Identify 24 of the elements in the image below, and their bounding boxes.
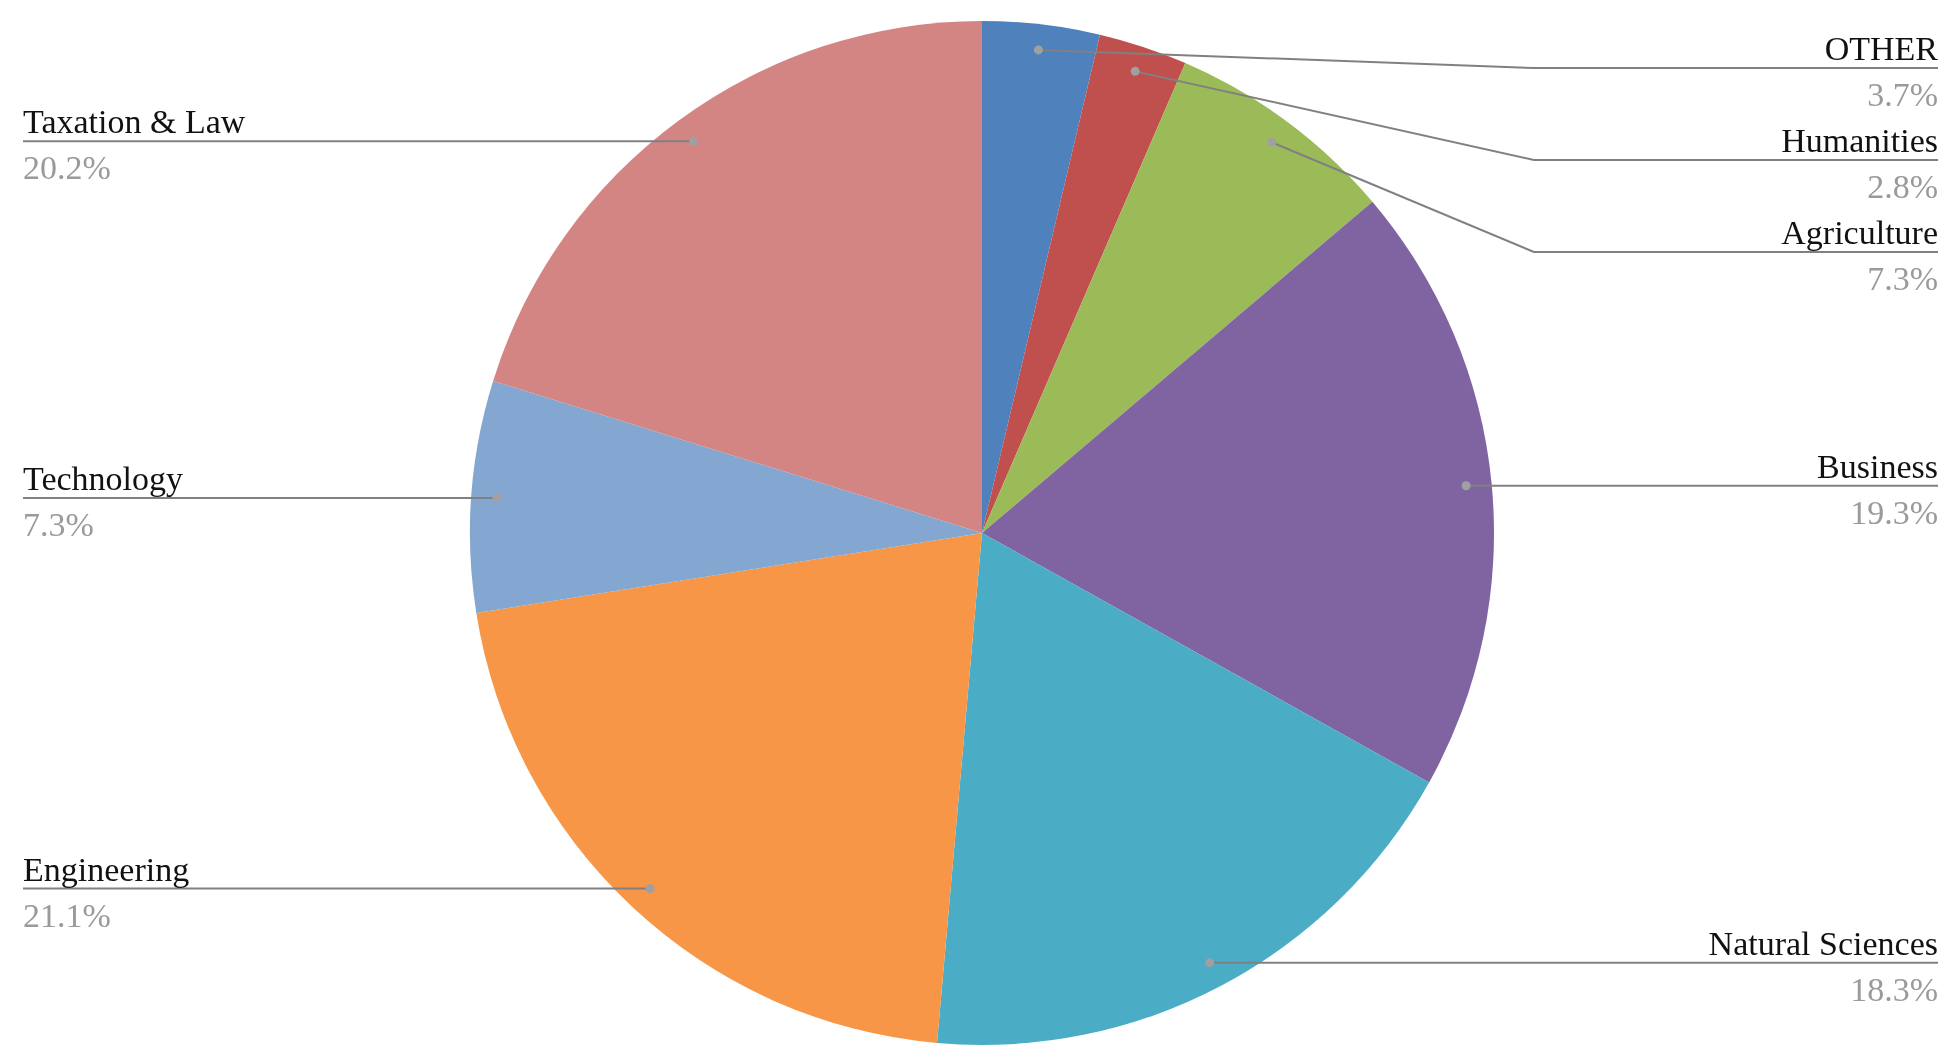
slice-label: Engineering bbox=[23, 850, 190, 888]
pie-slice bbox=[982, 34, 1186, 533]
data-label: 19.3% bbox=[1850, 493, 1938, 531]
pie-slice bbox=[937, 533, 1430, 1045]
data-label: 20.2% bbox=[23, 149, 111, 187]
slice-label: Natural Sciences bbox=[1708, 924, 1938, 962]
data-label: 2.8% bbox=[1867, 168, 1938, 205]
pie-slice bbox=[982, 201, 1494, 783]
slice-label: Business bbox=[1817, 447, 1938, 485]
slice-label: Taxation & Law bbox=[23, 103, 246, 141]
data-label: 21.1% bbox=[23, 896, 111, 934]
slice-label: Humanities bbox=[1781, 122, 1938, 159]
data-label: 18.3% bbox=[1850, 970, 1938, 1008]
pie-slice bbox=[493, 21, 982, 533]
pie-slice bbox=[982, 63, 1373, 533]
pie-slice bbox=[982, 21, 1100, 533]
data-label: 7.3% bbox=[1867, 260, 1938, 297]
pie-slice bbox=[470, 380, 982, 614]
slice-label: Technology bbox=[23, 459, 184, 497]
slice-label: Agriculture bbox=[1781, 214, 1938, 251]
data-label: 7.3% bbox=[23, 505, 94, 543]
pie-slice bbox=[476, 533, 982, 1044]
data-label: 3.7% bbox=[1867, 76, 1938, 113]
slice-label: OTHER bbox=[1824, 30, 1939, 67]
